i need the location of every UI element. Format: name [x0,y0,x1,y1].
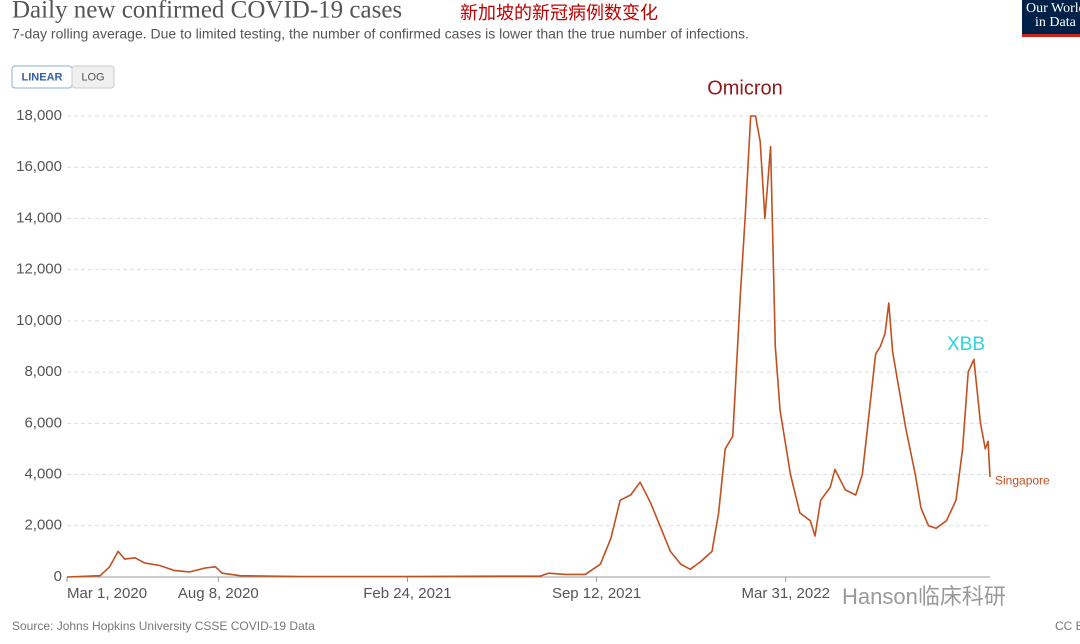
logo-text: in Data [1035,15,1077,30]
x-tick-label: Feb 24, 2021 [363,585,451,602]
license: CC BY [1055,619,1080,633]
log-button[interactable] [71,65,115,89]
annotation: XBB [947,334,985,355]
series-line [66,115,991,578]
y-tick-label: 18,000 [16,107,62,124]
watermark: Hanson临床科研 [842,584,1006,609]
linear-label: LINEAR [22,71,63,83]
logo-box [1022,0,1080,34]
x-tick-label: Mar 31, 2022 [742,585,830,602]
y-tick-label: 14,000 [16,209,62,226]
y-tick-label: 16,000 [16,158,62,175]
series-label: Singapore [995,473,1050,487]
x-tick-label: Aug 8, 2020 [178,585,259,602]
scale-toggle: LINEAR LOG [11,65,115,89]
title-note: 新加坡的新冠病例数变化 [460,3,658,23]
y-tick-label: 10,000 [16,312,62,329]
annotation: Omicron [707,77,783,99]
subtitle: 7-day rolling average. Due to limited te… [12,26,749,42]
x-tick-label: Sep 12, 2021 [552,585,641,602]
y-tick-label: 2,000 [24,517,62,534]
logo: Our World in Data [1022,0,1080,37]
logo-bar [1022,34,1080,37]
source: Source: Johns Hopkins University CSSE CO… [12,619,315,633]
y-tick-label: 0 [54,568,62,585]
y-tick-label: 6,000 [24,414,62,431]
chart-title: Daily new confirmed COVID-19 cases [12,0,402,24]
y-tick-label: 12,000 [16,261,62,278]
x-tick-label: Mar 1, 2020 [67,585,147,602]
log-label: LOG [81,71,104,83]
y-tick-label: 8,000 [24,363,62,380]
logo-text: Our World [1026,1,1080,16]
y-tick-label: 4,000 [24,466,62,483]
